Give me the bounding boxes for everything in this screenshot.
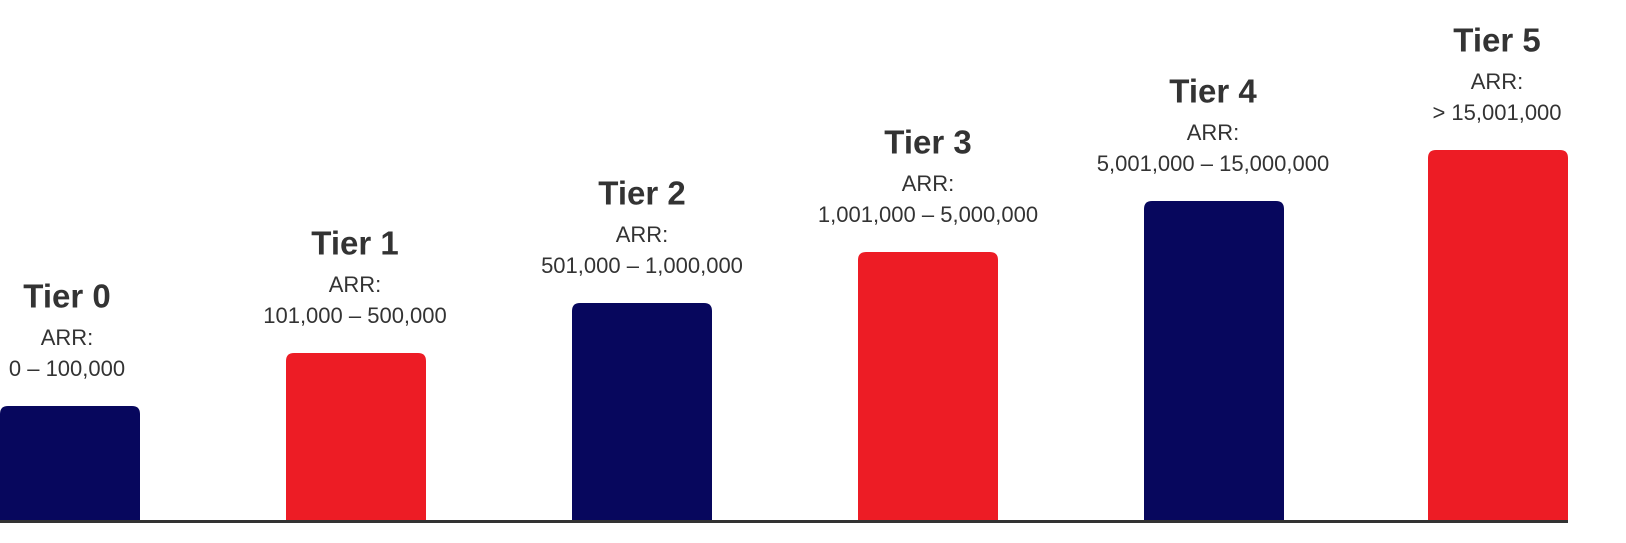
- tier-bar: [286, 353, 426, 522]
- tier-range: 101,000 – 500,000: [263, 303, 447, 328]
- tier-bar: [1428, 150, 1568, 522]
- tier-bar: [0, 406, 140, 522]
- tier-label: ARR:: [902, 171, 955, 196]
- tier-bar: [858, 252, 998, 522]
- tier-range: 1,001,000 – 5,000,000: [818, 202, 1038, 227]
- tier-label: ARR:: [41, 325, 94, 350]
- tier-range: 0 – 100,000: [9, 356, 125, 381]
- tier-bar: [572, 303, 712, 522]
- tier-title: Tier 0: [23, 278, 110, 315]
- tier-title: Tier 2: [598, 175, 685, 212]
- tier-label: ARR:: [1471, 69, 1524, 94]
- tier-label: ARR:: [1187, 120, 1240, 145]
- tier-range: 501,000 – 1,000,000: [541, 253, 743, 278]
- tier-label: ARR:: [616, 222, 669, 247]
- tier-range: 5,001,000 – 15,000,000: [1097, 151, 1329, 176]
- tier-range: > 15,001,000: [1432, 100, 1561, 125]
- tier-bar: [1144, 201, 1284, 522]
- tier-label: ARR:: [329, 272, 382, 297]
- tier-title: Tier 5: [1453, 22, 1540, 59]
- tier-title: Tier 3: [884, 124, 971, 161]
- tier-title: Tier 4: [1169, 73, 1257, 110]
- tier-title: Tier 1: [311, 225, 398, 262]
